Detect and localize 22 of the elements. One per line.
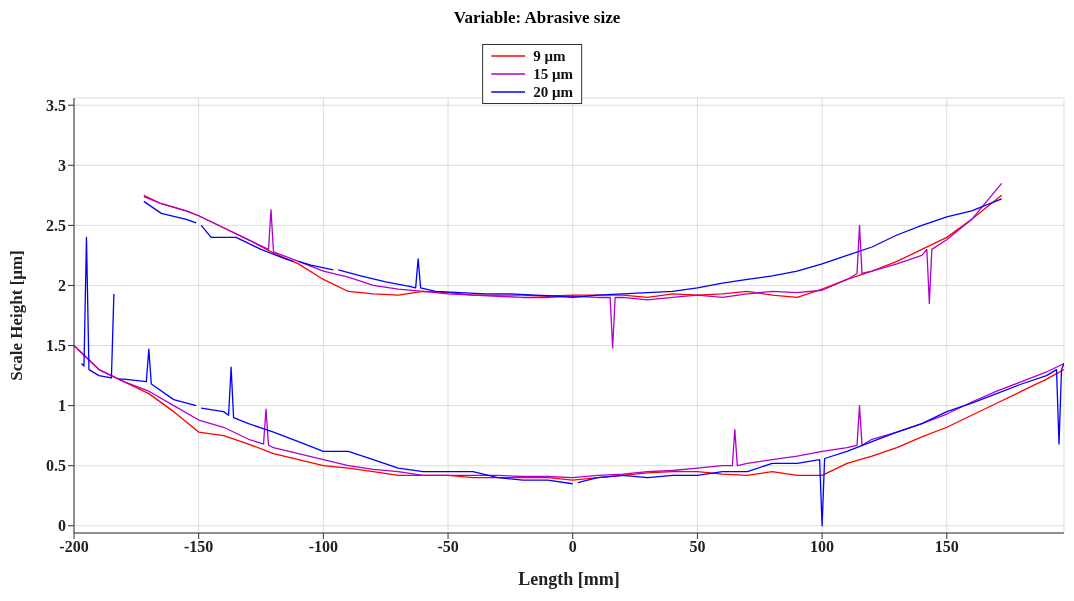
x-tick-label: -150 <box>184 538 214 556</box>
x-tick-label: 150 <box>934 538 959 556</box>
y-tick-label: 0 <box>58 517 66 535</box>
chart-title: Variable: Abrasive size <box>452 8 622 29</box>
y-tick-label: 2 <box>58 277 66 295</box>
legend-label: 20 μm <box>533 83 573 101</box>
x-tick-label: -200 <box>59 538 89 556</box>
x-axis-title: Length [mm] <box>518 569 620 589</box>
x-tick-label: 50 <box>689 538 706 556</box>
x-tick-label: -50 <box>437 538 459 556</box>
x-tick-label: -100 <box>308 538 339 556</box>
y-tick-label: 2.5 <box>46 217 66 235</box>
y-axis-title: Scale Height [μm] <box>7 250 27 381</box>
y-tick-label: 1.5 <box>46 337 66 355</box>
y-tick-label: 3.5 <box>46 96 66 114</box>
legend-label: 9 μm <box>533 47 566 65</box>
y-tick-label: 1 <box>58 397 66 415</box>
y-tick-label: 0.5 <box>46 457 66 475</box>
x-tick-label: 0 <box>568 538 577 556</box>
y-tick-label: 3 <box>58 156 66 174</box>
legend-label: 15 μm <box>533 65 573 83</box>
x-tick-label: 100 <box>810 538 835 556</box>
